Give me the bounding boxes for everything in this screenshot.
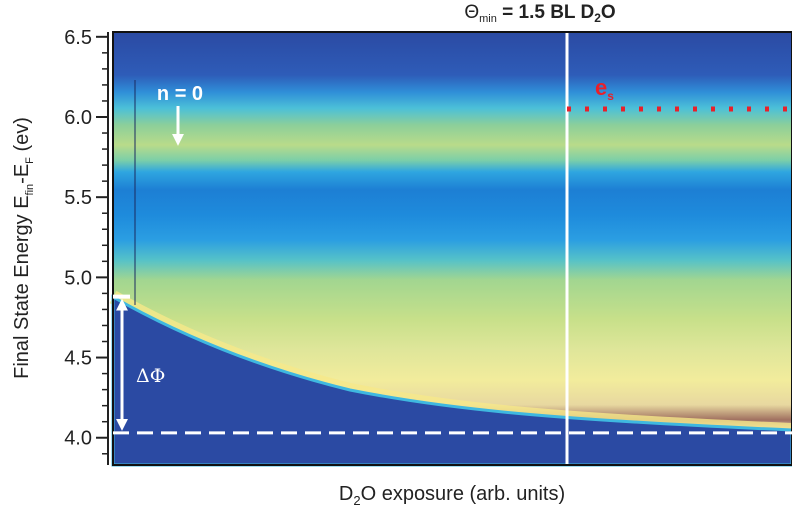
y-axis-label: Final State Energy Efin-EF (ev) bbox=[11, 117, 36, 379]
state-label-sub: s bbox=[607, 89, 614, 103]
y-tick-label: 6.5 bbox=[64, 27, 92, 49]
shift-label: ΔΦ bbox=[136, 365, 165, 387]
title: Θmin = 1.5 BL D2O bbox=[464, 2, 615, 25]
y-tick-label: 4.0 bbox=[64, 428, 92, 450]
state-label: es bbox=[595, 75, 614, 103]
y-tick-label: 5.0 bbox=[64, 267, 92, 289]
y-tick-label: 6.0 bbox=[64, 107, 92, 129]
cutoff-region bbox=[111, 294, 792, 467]
y-tick-label: 4.5 bbox=[64, 348, 92, 370]
state-label-main: e bbox=[595, 75, 607, 100]
plot-frame bbox=[112, 31, 792, 466]
band-label: n = 0 bbox=[157, 83, 203, 105]
x-axis-label: D2O exposure (arb. units) bbox=[339, 483, 565, 508]
heatmap bbox=[109, 31, 792, 467]
y-tick-label: 5.5 bbox=[64, 187, 92, 209]
